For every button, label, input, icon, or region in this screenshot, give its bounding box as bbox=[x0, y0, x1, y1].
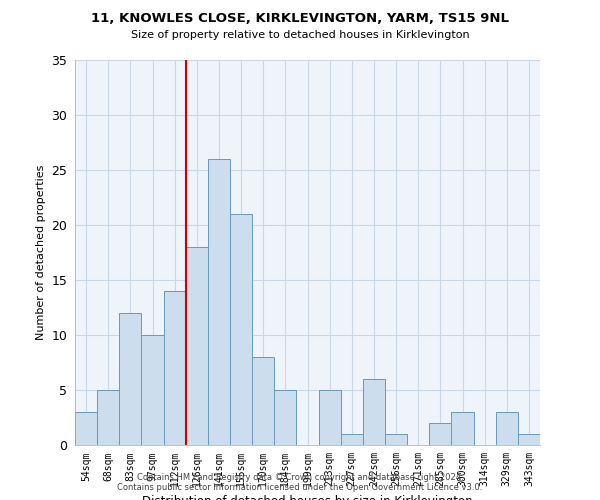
Bar bbox=[363, 379, 385, 445]
Bar bbox=[385, 434, 407, 445]
Text: Size of property relative to detached houses in Kirklevington: Size of property relative to detached ho… bbox=[131, 30, 469, 40]
Bar bbox=[208, 159, 230, 445]
Bar bbox=[252, 357, 274, 445]
Bar bbox=[274, 390, 296, 445]
Bar bbox=[164, 291, 186, 445]
Bar bbox=[429, 423, 451, 445]
X-axis label: Distribution of detached houses by size in Kirklevington: Distribution of detached houses by size … bbox=[142, 495, 473, 500]
Bar bbox=[75, 412, 97, 445]
Y-axis label: Number of detached properties: Number of detached properties bbox=[36, 165, 46, 340]
Bar bbox=[230, 214, 252, 445]
Text: Contains HM Land Registry data © Crown copyright and database right 2024.
Contai: Contains HM Land Registry data © Crown c… bbox=[118, 473, 482, 492]
Bar bbox=[518, 434, 540, 445]
Bar bbox=[186, 247, 208, 445]
Bar bbox=[119, 313, 142, 445]
Bar bbox=[319, 390, 341, 445]
Bar bbox=[451, 412, 473, 445]
Bar bbox=[496, 412, 518, 445]
Bar bbox=[97, 390, 119, 445]
Text: 11, KNOWLES CLOSE, KIRKLEVINGTON, YARM, TS15 9NL: 11, KNOWLES CLOSE, KIRKLEVINGTON, YARM, … bbox=[91, 12, 509, 26]
Bar bbox=[142, 335, 164, 445]
Bar bbox=[341, 434, 363, 445]
